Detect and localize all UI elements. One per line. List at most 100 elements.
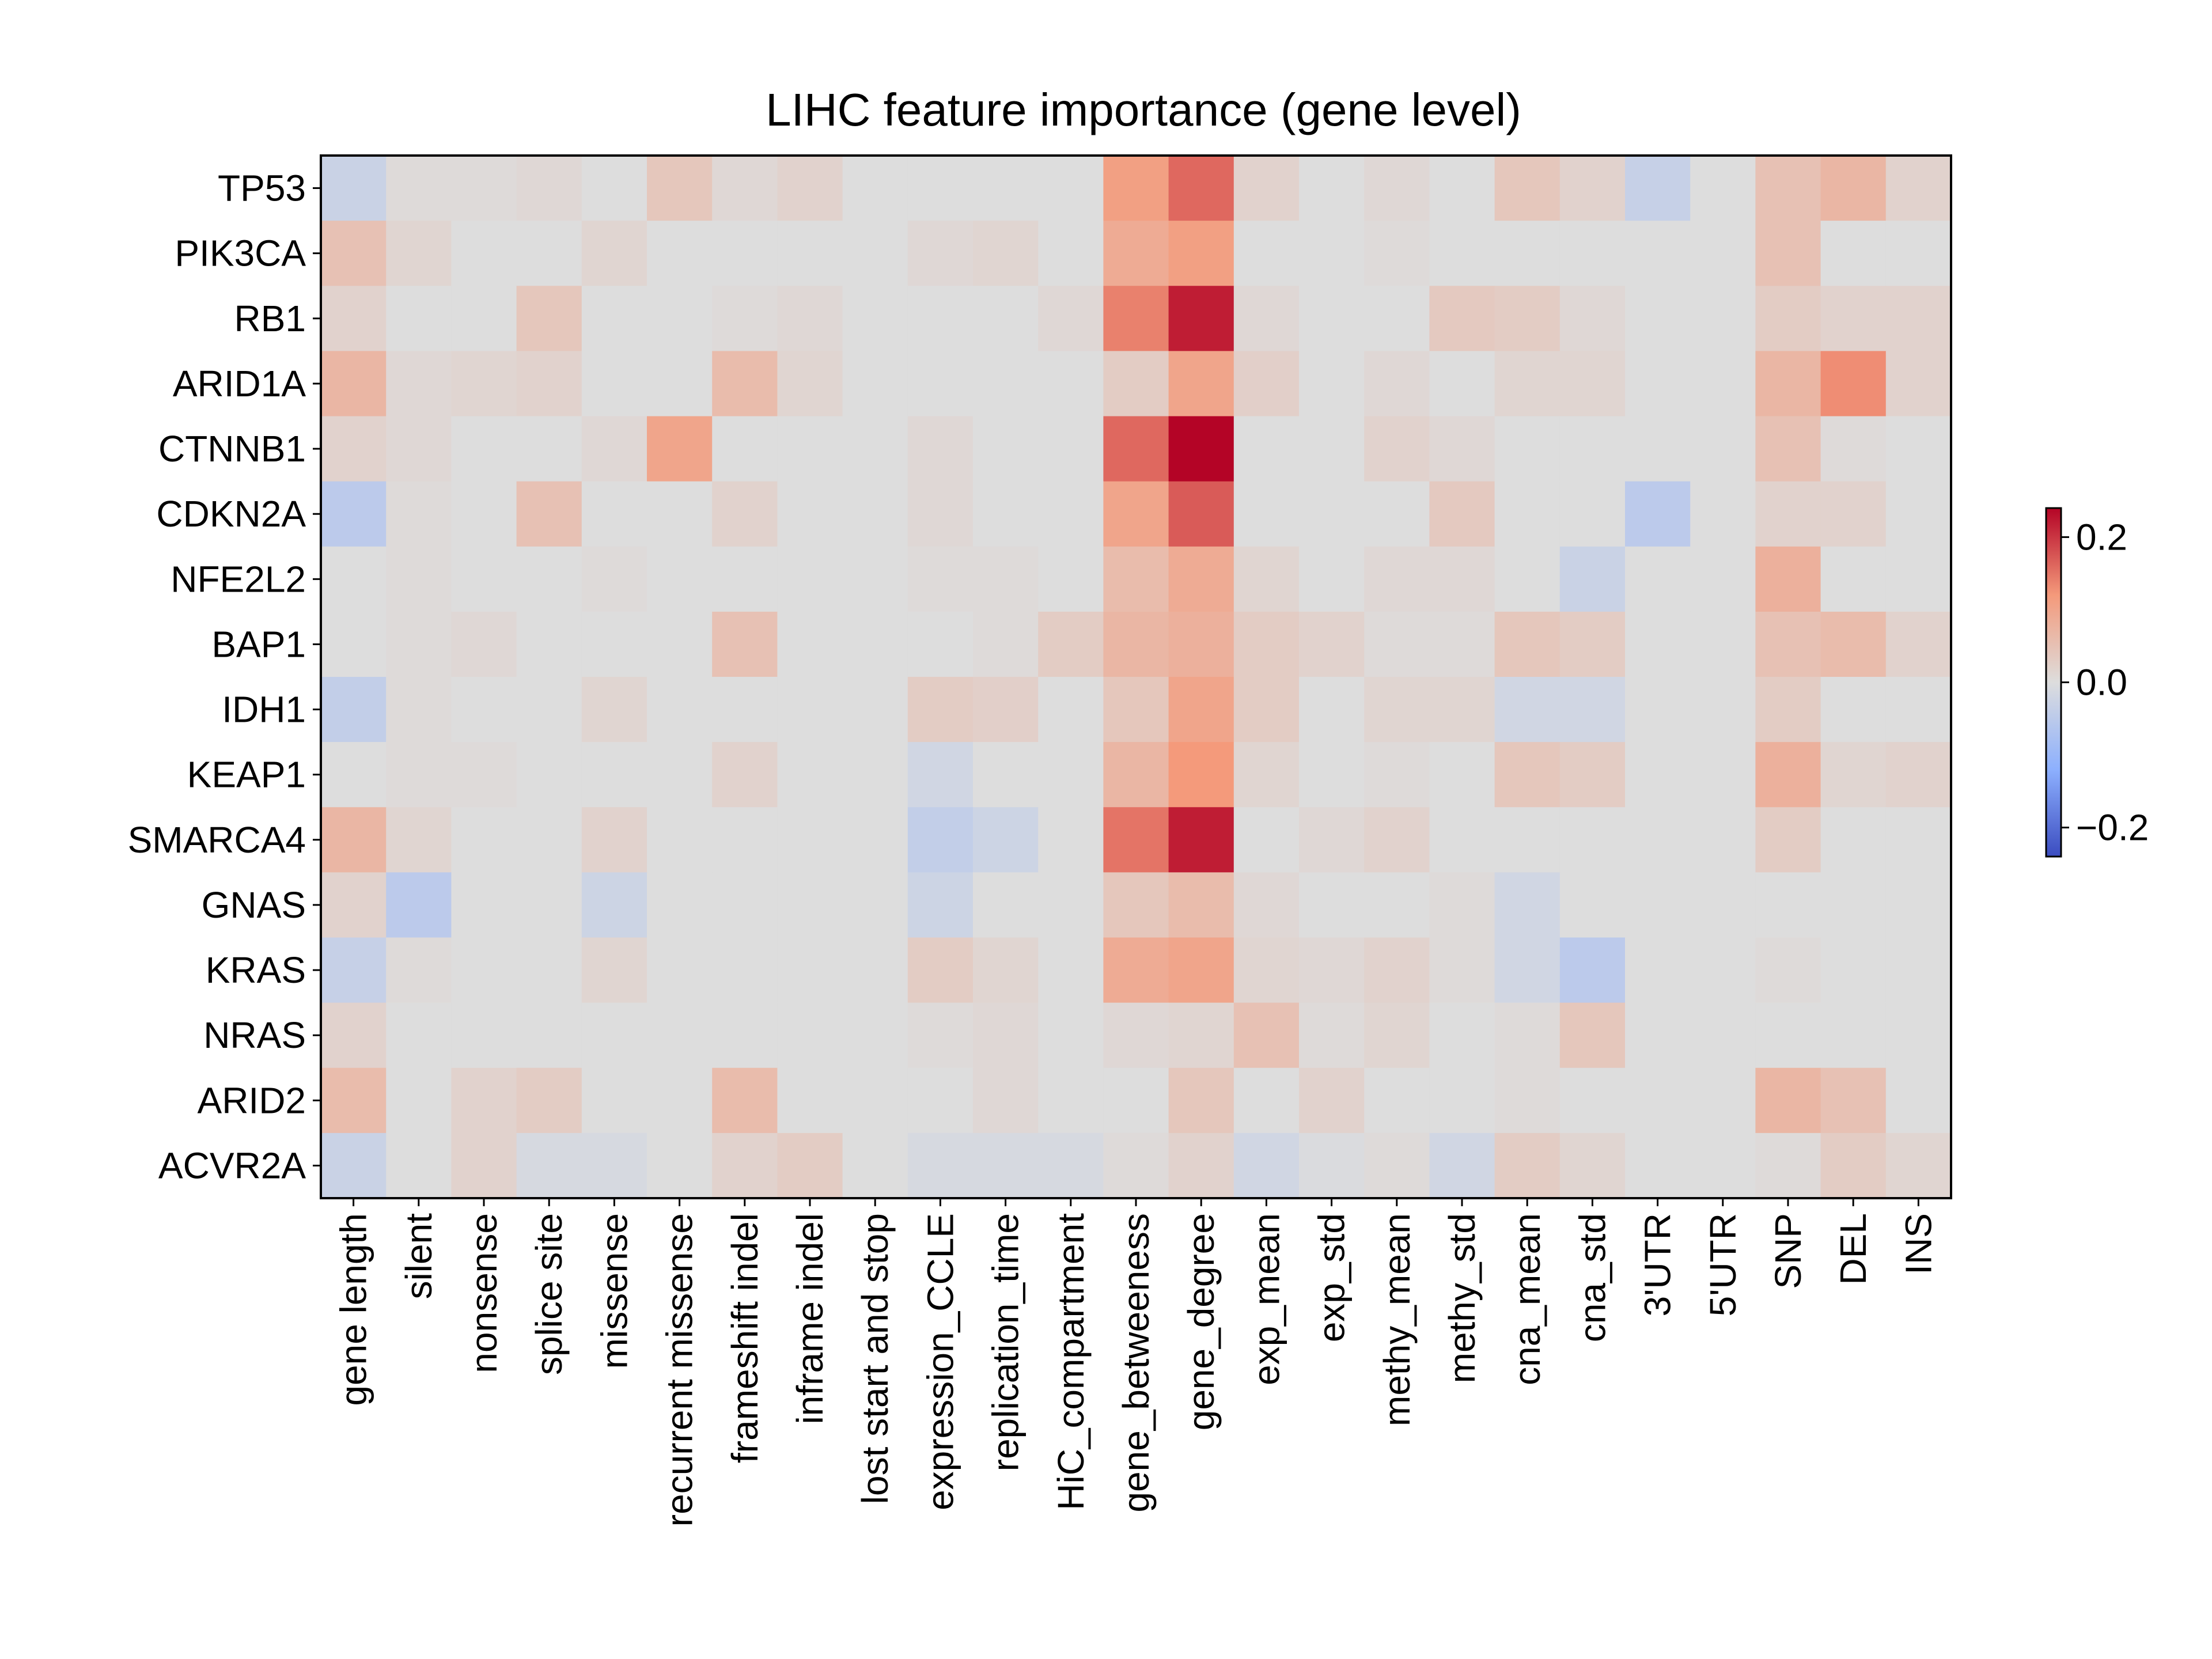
row-tick-label: RB1 bbox=[234, 298, 306, 339]
heatmap-cell bbox=[451, 286, 517, 351]
heatmap-cell bbox=[386, 1002, 452, 1069]
heatmap-cell bbox=[516, 546, 582, 612]
heatmap-cell bbox=[386, 546, 452, 612]
heatmap-cell bbox=[1755, 481, 1821, 547]
heatmap-cell bbox=[1364, 481, 1430, 547]
heatmap-cell bbox=[1364, 546, 1430, 612]
heatmap-cell bbox=[842, 1132, 908, 1199]
heatmap-cell bbox=[1755, 546, 1821, 612]
heatmap-cell bbox=[1494, 937, 1560, 1003]
row-tick-label: PIK3CA bbox=[175, 233, 306, 274]
heatmap-cell bbox=[321, 1067, 387, 1134]
heatmap-cell bbox=[581, 677, 647, 743]
heatmap-cell bbox=[1690, 1067, 1756, 1134]
heatmap-cell bbox=[386, 937, 452, 1003]
heatmap-cell bbox=[1625, 937, 1691, 1003]
heatmap-cell bbox=[1429, 1132, 1495, 1199]
heatmap-cell bbox=[1625, 156, 1691, 221]
heatmap-cell bbox=[1559, 1132, 1626, 1199]
heatmap-cell bbox=[1233, 221, 1300, 286]
heatmap-cell bbox=[1038, 677, 1104, 743]
heatmap-cell bbox=[386, 221, 452, 286]
heatmap-cell bbox=[973, 351, 1039, 417]
heatmap-cell bbox=[1299, 156, 1365, 221]
heatmap-cell bbox=[1038, 351, 1104, 417]
heatmap-cell bbox=[712, 742, 778, 808]
heatmap-cell bbox=[907, 807, 974, 873]
column-tick-label: HiC_compartment bbox=[1050, 1213, 1092, 1510]
heatmap-cell bbox=[1820, 416, 1887, 482]
heatmap-cell bbox=[451, 546, 517, 612]
heatmap-cell bbox=[1625, 611, 1691, 677]
heatmap-cell bbox=[1299, 416, 1365, 482]
heatmap-cell bbox=[1625, 872, 1691, 938]
heatmap-cell bbox=[1299, 221, 1365, 286]
heatmap-cell bbox=[1755, 1132, 1821, 1199]
column-tick-label: methy_std bbox=[1441, 1213, 1483, 1383]
chart-title: LIHC feature importance (gene level) bbox=[766, 84, 1521, 135]
colorbar-tick-label: 0.2 bbox=[2076, 516, 2127, 558]
heatmap-cell bbox=[516, 872, 582, 938]
heatmap-cell bbox=[907, 611, 974, 677]
heatmap-cell bbox=[1103, 286, 1169, 351]
heatmap-cell bbox=[907, 351, 974, 417]
heatmap-cell bbox=[842, 677, 908, 743]
heatmap-cell bbox=[581, 351, 647, 417]
heatmap-cell bbox=[712, 807, 778, 873]
heatmap-cell bbox=[1103, 546, 1169, 612]
heatmap-cell bbox=[973, 611, 1039, 677]
heatmap-cell bbox=[1820, 286, 1887, 351]
heatmap-cell bbox=[1168, 351, 1234, 417]
heatmap-cell bbox=[1168, 677, 1234, 743]
heatmap-cell bbox=[1168, 286, 1234, 351]
heatmap-cell bbox=[1820, 481, 1887, 547]
heatmap-cell bbox=[647, 156, 713, 221]
heatmap-cell bbox=[973, 546, 1039, 612]
heatmap-cell bbox=[1038, 156, 1104, 221]
heatmap-cell bbox=[581, 546, 647, 612]
heatmap-cell bbox=[1885, 481, 1952, 547]
heatmap-cell bbox=[842, 416, 908, 482]
heatmap-cell bbox=[1559, 481, 1626, 547]
heatmap-cell bbox=[973, 221, 1039, 286]
heatmap-cell bbox=[516, 677, 582, 743]
heatmap-cell bbox=[647, 351, 713, 417]
heatmap-cell bbox=[451, 742, 517, 808]
heatmap-cell bbox=[907, 742, 974, 808]
heatmap-cell bbox=[1168, 937, 1234, 1003]
heatmap-cell bbox=[1494, 1132, 1560, 1199]
heatmap-cell bbox=[1755, 1067, 1821, 1134]
heatmap-cell bbox=[1364, 1067, 1430, 1134]
heatmap-cell bbox=[1820, 807, 1887, 873]
heatmap-cell bbox=[581, 1067, 647, 1134]
heatmap-cell bbox=[1233, 416, 1300, 482]
heatmap-cell bbox=[777, 677, 843, 743]
column-tick-label: cna_std bbox=[1571, 1213, 1613, 1342]
heatmap-cell bbox=[1625, 351, 1691, 417]
heatmap-cell bbox=[777, 351, 843, 417]
heatmap-cell bbox=[1494, 1002, 1560, 1069]
row-tick-label: CTNNB1 bbox=[158, 428, 306, 469]
heatmap-cell bbox=[712, 611, 778, 677]
heatmap-cell bbox=[451, 611, 517, 677]
heatmap-cell bbox=[907, 677, 974, 743]
heatmap-cell bbox=[386, 1067, 452, 1134]
heatmap-cell bbox=[1820, 221, 1887, 286]
heatmap-cell bbox=[712, 351, 778, 417]
heatmap-cell bbox=[581, 286, 647, 351]
heatmap-cell bbox=[1038, 416, 1104, 482]
column-tick-label: recurrent missense bbox=[659, 1213, 700, 1527]
heatmap-cell bbox=[516, 1067, 582, 1134]
heatmap-cell bbox=[777, 937, 843, 1003]
heatmap-cell bbox=[516, 416, 582, 482]
heatmap-cell bbox=[1103, 611, 1169, 677]
heatmap-cell bbox=[1494, 872, 1560, 938]
heatmap-cell bbox=[451, 1067, 517, 1134]
heatmap-cell bbox=[1690, 546, 1756, 612]
heatmap-cell bbox=[1690, 807, 1756, 873]
heatmap-cell bbox=[973, 156, 1039, 221]
heatmap-cell bbox=[777, 481, 843, 547]
heatmap-cell bbox=[1429, 1067, 1495, 1134]
column-tick-label: gene_degree bbox=[1180, 1213, 1222, 1430]
heatmap-cell bbox=[451, 481, 517, 547]
